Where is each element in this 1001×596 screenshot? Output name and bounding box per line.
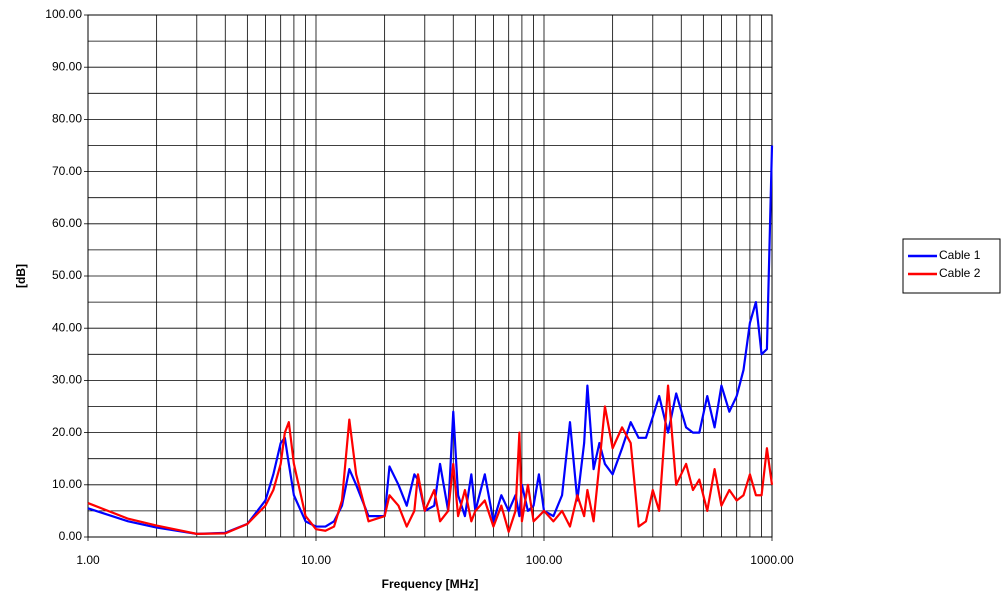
x-axis-label: Frequency [MHz] xyxy=(382,577,479,591)
y-tick-label: 40.00 xyxy=(52,320,82,334)
legend-box xyxy=(902,238,1001,294)
y-tick-label: 50.00 xyxy=(52,268,82,282)
series-line xyxy=(87,145,774,535)
y-tick-label: 80.00 xyxy=(52,112,82,126)
x-tick-label: 1000.00 xyxy=(750,553,794,567)
series-line xyxy=(87,384,774,535)
y-tick-label: 0.00 xyxy=(59,529,83,543)
x-tick-label: 10.00 xyxy=(301,553,331,567)
plot-frame xyxy=(87,14,773,538)
y-tick-label: 60.00 xyxy=(52,216,82,230)
legend-label: Cable 1 xyxy=(939,248,981,262)
x-tick-label: 100.00 xyxy=(526,553,563,567)
legend-label: Cable 2 xyxy=(939,266,981,280)
x-tick-label: 1.00 xyxy=(76,553,100,567)
y-tick-label: 30.00 xyxy=(52,373,82,387)
y-tick-label: 100.00 xyxy=(45,7,82,21)
y-axis-label: [dB] xyxy=(14,264,28,288)
y-tick-label: 70.00 xyxy=(52,164,82,178)
y-tick-label: 10.00 xyxy=(52,477,82,491)
y-tick-label: 90.00 xyxy=(52,59,82,73)
y-tick-label: 20.00 xyxy=(52,425,82,439)
